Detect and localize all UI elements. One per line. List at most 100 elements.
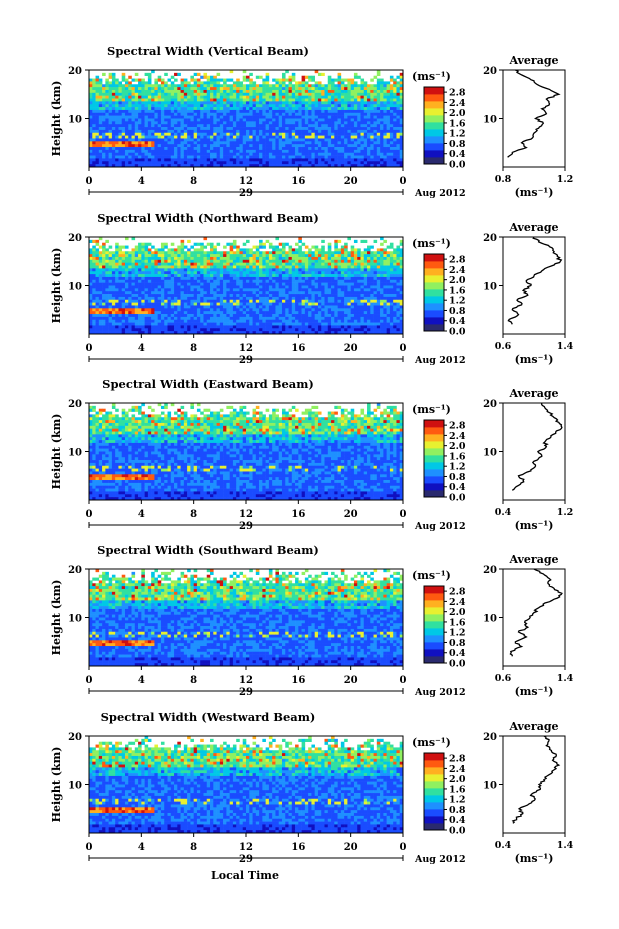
y-tick-label: 20	[68, 66, 82, 77]
colorbar-tick-label: 0.4	[449, 316, 466, 327]
x-tick-label: 12	[239, 509, 253, 520]
profile-x-tick-label: 0.6	[495, 673, 512, 684]
colorbar-tick-label: 2.0	[449, 607, 466, 618]
colorbar-tick-label: 0.8	[449, 805, 466, 816]
colorbar-swatch	[424, 802, 444, 810]
colorbar-tick-label: 2.8	[449, 255, 466, 266]
colorbar-swatch	[424, 157, 444, 165]
profile-y-tick-label: 20	[483, 565, 497, 576]
profile-frame	[502, 568, 566, 667]
colorbar-frame	[423, 253, 445, 332]
profile-x-label: (ms⁻¹)	[515, 186, 554, 199]
profile-x-tick-label: 1.2	[557, 507, 574, 518]
profile-x-tick-label: 1.2	[557, 174, 574, 185]
profile-title: Average	[508, 553, 558, 566]
x-tick-label: 0	[400, 675, 407, 686]
colorbar-swatch	[424, 115, 444, 123]
chart-title: Spectral Width (Vertical Beam)	[107, 44, 309, 58]
colorbar-tick-label: 0.4	[449, 149, 466, 160]
chart-title: Spectral Width (Northward Beam)	[97, 211, 319, 225]
colorbar-swatch	[424, 324, 444, 332]
x-tick-label: 12	[239, 176, 253, 187]
colorbar-swatch	[424, 621, 444, 629]
date-label: Aug 2012	[414, 854, 466, 865]
profile-frame	[502, 402, 566, 501]
colorbar-swatch	[424, 455, 444, 463]
x-tick-label: 16	[291, 176, 305, 187]
x-tick-label: 20	[344, 675, 358, 686]
colorbar-swatch	[424, 441, 444, 449]
colorbar-swatch	[424, 136, 444, 144]
colorbar-swatch	[424, 420, 444, 428]
colorbar-unit-label: (ms⁻¹)	[412, 736, 451, 749]
y-tick-label: 20	[68, 732, 82, 743]
colorbar-tick-label: 0.4	[449, 482, 466, 493]
profile-x-tick-label: 0.6	[495, 341, 512, 352]
colorbar-swatch	[424, 476, 444, 484]
x-tick-label: 4	[138, 176, 145, 187]
colorbar-tick-label: 2.8	[449, 587, 466, 598]
y-axis-label: Height (km)	[50, 81, 63, 157]
colorbar-swatch	[424, 816, 444, 824]
colorbar-tick-label: 2.0	[449, 108, 466, 119]
x-tick-label: 16	[291, 675, 305, 686]
colorbar-swatch	[424, 753, 444, 761]
colorbar-frame	[423, 752, 445, 831]
colorbar-tick-label: 2.8	[449, 88, 466, 99]
heatmap-cells	[89, 237, 404, 335]
colorbar-swatch	[424, 87, 444, 95]
y-tick-label: 10	[68, 614, 82, 625]
colorbar-swatch	[424, 101, 444, 109]
profile-x-label: (ms⁻¹)	[515, 685, 554, 698]
profile-x-tick-label: 1.4	[557, 341, 574, 352]
profile-x-tick-label: 1.4	[557, 840, 574, 851]
colorbar-swatch	[424, 289, 444, 297]
profile-x-label: (ms⁻¹)	[515, 353, 554, 366]
profile-y-tick-label: 10	[483, 115, 497, 126]
y-tick-label: 10	[68, 781, 82, 792]
colorbar-unit-label: (ms⁻¹)	[412, 70, 451, 83]
date-label: Aug 2012	[414, 188, 466, 199]
profile-x-label: (ms⁻¹)	[515, 852, 554, 865]
profile-frame	[502, 735, 566, 834]
heatmap-cells	[89, 569, 404, 667]
x-tick-label: 20	[344, 343, 358, 354]
y-axis-label: Height (km)	[50, 248, 63, 324]
colorbar-tick-label: 1.2	[449, 795, 466, 806]
colorbar-swatch	[424, 469, 444, 477]
colorbar-swatch	[424, 94, 444, 102]
colorbar	[424, 254, 444, 332]
colorbar-tick-label: 0.0	[449, 659, 466, 670]
beam-panel-1: Spectral Width (Northward Beam) 10 20 Heigh…	[50, 211, 574, 366]
colorbar-tick-label: 1.2	[449, 462, 466, 473]
y-tick-label: 20	[68, 565, 82, 576]
x-tick-label: 8	[190, 343, 197, 354]
colorbar-tick-label: 2.0	[449, 441, 466, 452]
x-tick-label: 4	[138, 842, 145, 853]
colorbar-unit-label: (ms⁻¹)	[412, 237, 451, 250]
colorbar-swatch	[424, 628, 444, 636]
colorbar-swatch	[424, 254, 444, 262]
colorbar-tick-label: 0.4	[449, 815, 466, 826]
colorbar-swatch	[424, 483, 444, 491]
x-tick-label: 16	[291, 509, 305, 520]
x-tick-label: 20	[344, 176, 358, 187]
profile-x-tick-label: 0.4	[495, 840, 512, 851]
date-label: Aug 2012	[414, 687, 466, 698]
colorbar-swatch	[424, 448, 444, 456]
profile-title: Average	[508, 54, 558, 67]
colorbar-tick-label: 0.0	[449, 493, 466, 504]
x-tick-label: 20	[344, 842, 358, 853]
x-tick-label: 12	[239, 675, 253, 686]
x-tick-label: 0	[86, 675, 93, 686]
profile-y-tick-label: 20	[483, 66, 497, 77]
x-tick-label: 8	[190, 509, 197, 520]
profile-title: Average	[508, 387, 558, 400]
beam-panel-0: Spectral Width (Vertical Beam) 10 20 Height…	[50, 44, 573, 199]
colorbar-tick-label: 1.6	[449, 285, 466, 296]
colorbar-swatch	[424, 781, 444, 789]
profile-x-tick-label: 0.4	[495, 507, 512, 518]
colorbar-tick-label: 0.0	[449, 826, 466, 837]
x-tick-label: 0	[400, 842, 407, 853]
day-label: 29	[239, 854, 253, 865]
